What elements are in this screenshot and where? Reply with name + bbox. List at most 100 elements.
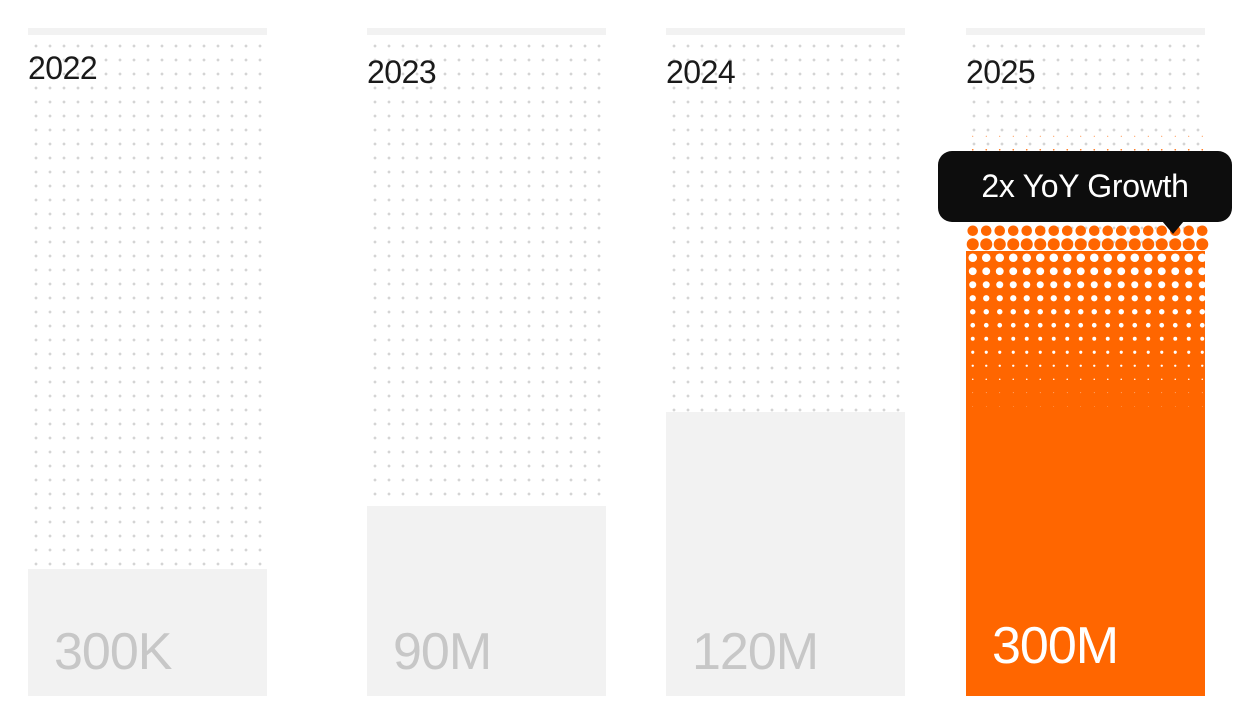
halftone-hole xyxy=(1066,405,1068,407)
halftone-hole xyxy=(1132,322,1138,328)
halftone-hole xyxy=(1200,350,1204,354)
halftone-hole xyxy=(1187,378,1190,381)
halftone-hole xyxy=(1199,309,1205,315)
halftone-dot xyxy=(972,135,974,137)
halftone-dot xyxy=(1075,225,1087,237)
halftone-hole xyxy=(1130,267,1139,276)
halftone-hole xyxy=(1037,322,1043,328)
halftone-hole xyxy=(1143,253,1153,263)
bar xyxy=(28,569,267,696)
halftone-dot xyxy=(980,225,992,237)
halftone-hole xyxy=(1159,336,1164,341)
halftone-dot xyxy=(1182,238,1195,251)
halftone-hole xyxy=(971,350,975,354)
halftone-hole xyxy=(1012,364,1015,367)
halftone-dot xyxy=(1093,148,1096,151)
halftone-hole xyxy=(1037,309,1043,315)
halftone-dot xyxy=(1007,238,1020,251)
halftone-hole xyxy=(1187,350,1191,354)
halftone-hole xyxy=(997,309,1003,315)
halftone-hole xyxy=(1161,392,1163,394)
halftone-hole xyxy=(1188,405,1190,407)
halftone-hole xyxy=(1104,295,1111,302)
halftone-hole xyxy=(1065,350,1069,354)
bar xyxy=(966,413,1205,696)
halftone-dot xyxy=(1066,148,1069,151)
halftone-hole xyxy=(985,364,988,367)
halftone-dot xyxy=(1187,148,1190,151)
halftone-dot xyxy=(1115,225,1127,237)
halftone-hole xyxy=(1008,253,1018,263)
halftone-hole xyxy=(1023,281,1031,289)
halftone-hole xyxy=(1120,405,1122,407)
halftone-dot xyxy=(1102,225,1114,237)
halftone-hole xyxy=(970,336,975,341)
halftone-hole xyxy=(1039,405,1041,407)
halftone-hole xyxy=(999,405,1001,407)
halftone-hole xyxy=(1025,364,1028,367)
halftone-band xyxy=(966,386,1205,400)
halftone-hole xyxy=(1062,253,1072,263)
halftone-band xyxy=(966,318,1205,333)
halftone-hole xyxy=(1038,350,1042,354)
halftone-hole xyxy=(1118,295,1125,302)
halftone-hole xyxy=(1198,267,1207,276)
halftone-hole xyxy=(1117,267,1126,276)
halftone-dot xyxy=(985,148,988,151)
halftone-dot xyxy=(1007,225,1019,237)
halftone-hole xyxy=(1010,295,1017,302)
halftone-hole xyxy=(1076,253,1086,263)
halftone-hole xyxy=(1011,336,1016,341)
halftone-hole xyxy=(1174,392,1176,394)
halftone-hole xyxy=(1065,336,1070,341)
halftone-hole xyxy=(1160,364,1163,367)
halftone-hole xyxy=(1066,378,1069,381)
halftone-band xyxy=(966,359,1205,373)
halftone-hole xyxy=(1134,392,1136,394)
halftone-hole xyxy=(1022,253,1032,263)
halftone-hole xyxy=(1037,295,1044,302)
halftone-hole xyxy=(1185,295,1192,302)
halftone-hole xyxy=(969,295,976,302)
halftone-dot xyxy=(1012,148,1015,151)
halftone-hole xyxy=(998,364,1001,367)
halftone-hole xyxy=(1144,267,1153,276)
halftone-hole xyxy=(1010,309,1016,315)
halftone-hole xyxy=(1159,322,1165,328)
halftone-hole xyxy=(1064,309,1070,315)
category-label: 2025 xyxy=(966,54,1036,90)
halftone-hole xyxy=(1172,295,1179,302)
halftone-hole xyxy=(968,267,977,276)
halftone-hole xyxy=(985,392,987,394)
halftone-hole xyxy=(1066,392,1068,394)
halftone-hole xyxy=(1026,392,1028,394)
halftone-hole xyxy=(1147,392,1149,394)
halftone-dot xyxy=(1161,135,1163,137)
halftone-hole xyxy=(1186,322,1192,328)
value-label: 90M xyxy=(393,623,492,681)
halftone-hole xyxy=(971,378,974,381)
category-label: 2023 xyxy=(367,54,437,90)
halftone-hole xyxy=(1133,350,1137,354)
halftone-hole xyxy=(1201,378,1204,381)
halftone-dot xyxy=(1039,135,1041,137)
halftone-hole xyxy=(1184,253,1194,263)
halftone-hole xyxy=(1106,378,1109,381)
halftone-dot xyxy=(1052,148,1055,151)
halftone-dot xyxy=(966,238,979,251)
halftone-hole xyxy=(1186,309,1192,315)
halftone-hole xyxy=(1157,253,1167,263)
halftone-hole xyxy=(1172,309,1178,315)
halftone-hole xyxy=(1090,267,1099,276)
growth-tooltip-label: 2x YoY Growth xyxy=(981,168,1189,204)
halftone-hole xyxy=(1053,405,1055,407)
halftone-hole xyxy=(1038,336,1043,341)
halftone-hole xyxy=(1118,322,1124,328)
category-label: 2022 xyxy=(28,50,98,86)
halftone-hole xyxy=(1076,267,1085,276)
halftone-dot xyxy=(1106,148,1109,151)
halftone-dot xyxy=(1034,238,1047,251)
bar-halftone-fade xyxy=(966,135,1209,414)
halftone-dot xyxy=(1074,238,1087,251)
